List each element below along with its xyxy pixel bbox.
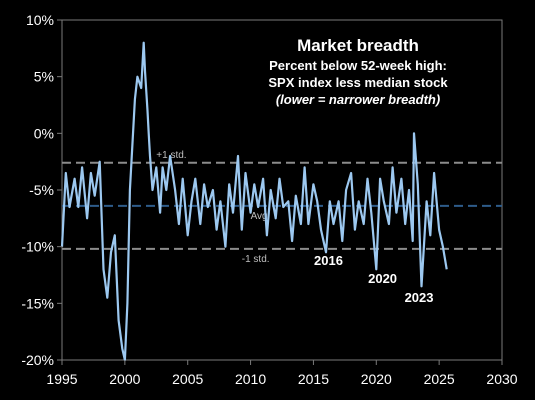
- reference-line-label: Avg: [251, 211, 268, 222]
- y-tick-label: 5%: [34, 69, 54, 85]
- y-tick-label: 10%: [26, 12, 54, 28]
- x-tick-label: 2015: [298, 371, 329, 387]
- chart-title: Market breadth: [297, 36, 419, 55]
- annotation-label: 2023: [405, 290, 434, 305]
- y-tick-label: -5%: [29, 182, 54, 198]
- x-tick-label: 2025: [424, 371, 455, 387]
- y-tick-label: 0%: [34, 125, 54, 141]
- series-line: [60, 41, 448, 362]
- x-tick-label: 2020: [361, 371, 392, 387]
- chart-subtitle-line1: Percent below 52-week high:: [269, 58, 447, 73]
- annotation-label: 2016: [314, 253, 343, 268]
- y-tick-label: -10%: [21, 239, 54, 255]
- x-tick-label: 2030: [486, 371, 517, 387]
- chart-subtitle-line3: (lower = narrower breadth): [276, 92, 440, 107]
- reference-line-label: +1 std.: [156, 150, 186, 161]
- x-tick-label: 2005: [172, 371, 203, 387]
- x-tick-label: 1995: [46, 371, 77, 387]
- reference-line-label: -1 std.: [242, 254, 270, 265]
- x-tick-label: 2000: [109, 371, 140, 387]
- x-tick-label: 2010: [235, 371, 266, 387]
- y-tick-label: -15%: [21, 295, 54, 311]
- annotation-label: 2020: [368, 271, 397, 286]
- chart-subtitle-line2: SPX index less median stock: [268, 75, 448, 90]
- y-tick-label: -20%: [21, 352, 54, 368]
